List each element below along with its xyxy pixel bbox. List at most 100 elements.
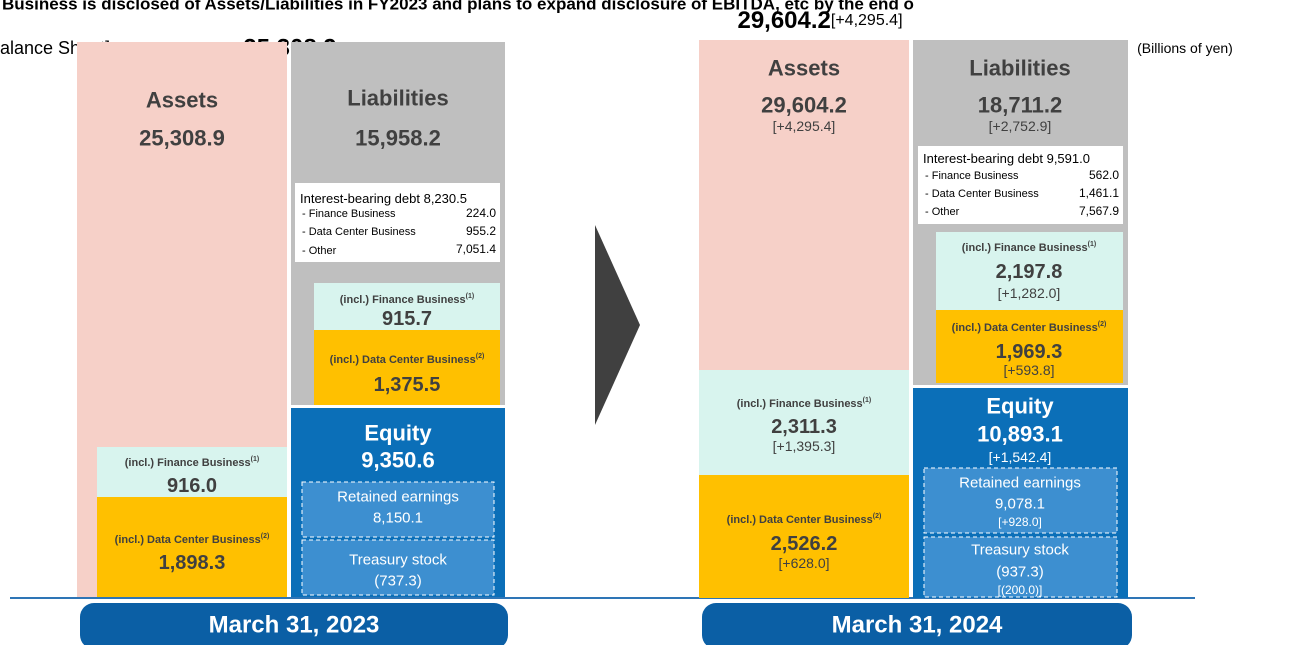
debt-row-label: - Finance Business (302, 208, 396, 220)
treasury-value: (937.3) (996, 564, 1044, 581)
finance-label: (incl.) Finance Business(1) (737, 397, 871, 411)
finance-change: [+1,395.3] (773, 438, 836, 454)
assets-label: Assets (768, 56, 840, 81)
treasury-change: [(200.0)] (998, 583, 1043, 597)
assets-value: 25,308.9 (139, 126, 225, 151)
label: Interest-bearing debt (300, 191, 420, 206)
equity-value: 9,350.6 (361, 448, 434, 473)
data-center-box (97, 497, 287, 598)
debt-row-label: - Data Center Business (925, 188, 1039, 200)
label: (incl.) Finance Business (962, 242, 1088, 254)
liabilities-label: Liabilities (347, 86, 448, 111)
data-center-box (699, 475, 909, 598)
liabilities-value: 18,711.2 (978, 93, 1062, 118)
finance-box (314, 283, 500, 330)
data-center-label: (incl.) Data Center Business(2) (330, 353, 485, 367)
date: March 31, 2023 (209, 612, 380, 639)
assets-value: 29,604.2 (761, 93, 847, 118)
retained-value: 9,078.1 (995, 496, 1045, 513)
finance-label: (incl.) Finance Business(1) (125, 456, 259, 470)
equity-label: Equity (364, 421, 432, 446)
value: 9,591.0 (1047, 151, 1090, 166)
liabilities-label: Liabilities (969, 56, 1070, 81)
treasury-box (301, 539, 495, 596)
data-center-value: 2,526.2 (771, 533, 838, 555)
finance-box (699, 370, 909, 475)
note: (1) (863, 397, 872, 404)
debt-row-value: 7,567.9 (1079, 204, 1119, 218)
unit: (Billions of yen) (1137, 40, 1233, 56)
title: Business is disclosed of Assets/Liabilit… (2, 0, 914, 14)
finance-value: 2,311.3 (771, 416, 837, 438)
data-center-box (936, 310, 1123, 383)
data-center-value: 1,898.3 (159, 552, 226, 574)
treasury-label: Treasury stock (971, 542, 1069, 559)
date-pill (80, 603, 508, 645)
liabilities-change: [+2,752.9] (989, 118, 1052, 134)
note: (1) (251, 456, 260, 463)
equity-label: Equity (986, 394, 1054, 419)
finance-box (936, 232, 1123, 310)
finance-value: 915.7 (382, 308, 432, 330)
assets-change: [+4,295.4] (773, 118, 836, 134)
note: (2) (261, 533, 270, 540)
debt-row-label: - Data Center Business (302, 226, 416, 238)
retained-label: Retained earnings (337, 489, 459, 506)
debt-row-value: 7,051.4 (456, 242, 496, 256)
finance-value: 916.0 (167, 475, 217, 497)
finance-label: (incl.) Finance Business(1) (962, 241, 1096, 255)
retained-box (301, 481, 495, 538)
data-center-change: [+593.8] (1004, 362, 1055, 378)
total: 29,604.2[+4,295.4] (737, 7, 902, 34)
note: (2) (476, 353, 485, 360)
note: (2) (873, 513, 882, 520)
label: (incl.) Finance Business (125, 457, 251, 469)
data-center-value: 1,969.3 (996, 341, 1063, 363)
finance-box (97, 447, 287, 497)
data-center-label: (incl.) Data Center Business(2) (727, 513, 882, 527)
treasury-value: (737.3) (374, 573, 422, 590)
data-center-change: [+628.0] (779, 555, 830, 571)
debt-box (295, 183, 500, 262)
label: (incl.) Data Center Business (727, 514, 873, 526)
data-center-label: (incl.) Data Center Business(2) (952, 321, 1107, 335)
note: (1) (1088, 241, 1097, 248)
data-center-box (314, 330, 500, 405)
retained-label: Retained earnings (959, 475, 1081, 492)
label: (incl.) Data Center Business (330, 354, 476, 366)
label: Interest-bearing debt (923, 151, 1043, 166)
label: (incl.) Finance Business (737, 398, 863, 410)
debt-title: Interest-bearing debt 9,591.0 (923, 151, 1090, 166)
finance-label: (incl.) Finance Business(1) (340, 293, 474, 307)
label: (incl.) Data Center Business (952, 322, 1098, 334)
retained-box (923, 467, 1118, 534)
assets-label: Assets (146, 88, 218, 113)
equity-value: 10,893.1 (977, 422, 1063, 447)
date-pill (702, 603, 1132, 645)
label: (incl.) Finance Business (340, 294, 466, 306)
equity-change: [+1,542.4] (989, 449, 1052, 465)
debt-title: Interest-bearing debt 8,230.5 (300, 191, 467, 206)
data-center-value: 1,375.5 (374, 374, 441, 396)
debt-row-value: 562.0 (1089, 168, 1119, 182)
debt-row-label: - Finance Business (925, 170, 1019, 182)
treasury-label: Treasury stock (349, 552, 447, 569)
note: (2) (1098, 321, 1107, 328)
date: March 31, 2024 (832, 612, 1003, 639)
value: 8,230.5 (424, 191, 467, 206)
debt-row-label: - Other (925, 206, 960, 218)
change: [+4,295.4] (831, 12, 903, 29)
debt-row-value: 1,461.1 (1079, 186, 1119, 200)
treasury-box (923, 536, 1118, 598)
retained-change: [+928.0] (998, 515, 1042, 529)
retained-value: 8,150.1 (373, 510, 423, 527)
label: (incl.) Data Center Business (115, 534, 261, 546)
value: 29,604.2 (737, 7, 830, 34)
data-center-label: (incl.) Data Center Business(2) (115, 533, 270, 547)
liabilities-value: 15,958.2 (355, 126, 441, 151)
finance-value: 2,197.8 (996, 261, 1063, 283)
debt-row-value: 224.0 (466, 206, 496, 220)
debt-row-label: - Other (302, 245, 337, 257)
finance-change: [+1,282.0] (998, 285, 1061, 301)
